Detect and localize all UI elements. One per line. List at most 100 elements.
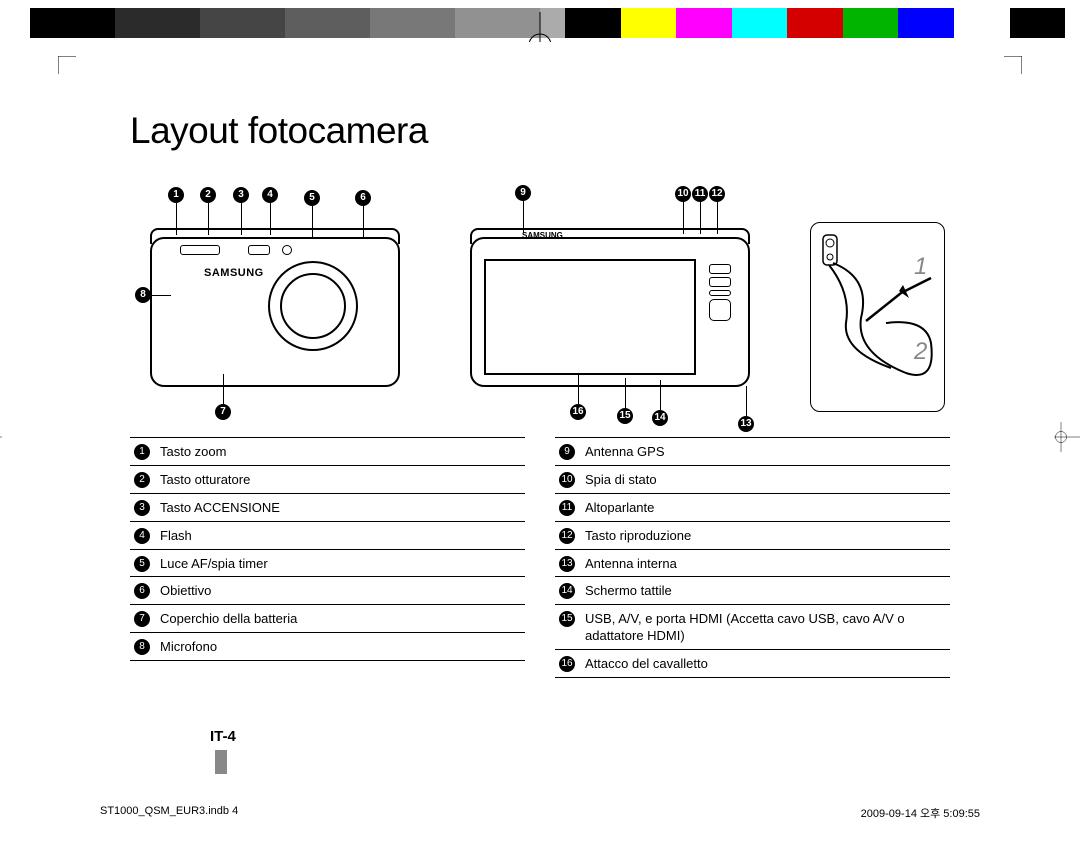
strap-cord-icon [811,223,946,411]
leader-line [176,203,177,235]
callout-number: 8 [134,639,150,655]
table-row: 1 Tasto zoom [130,437,525,466]
page-content: Layout fotocamera SAMSUNG 12345678 SAMSU… [130,110,950,678]
callout-number: 13 [559,556,575,572]
callout-label: Attacco del cavalletto [585,654,708,673]
callout-number: 16 [559,656,575,672]
callout-label: Antenna GPS [585,442,665,461]
callout-number: 1 [168,187,184,203]
diagrams-row: SAMSUNG 12345678 SAMSUNG [130,182,950,412]
callout-number: 3 [233,187,249,203]
leader-line [270,203,271,235]
page-accent-bar [215,750,227,774]
camera-front-diagram: SAMSUNG 12345678 [130,182,420,412]
table-row: 2 Tasto otturatore [130,466,525,494]
table-row: 8 Microfono [130,633,525,661]
table-row: 13 Antenna interna [555,550,950,578]
callout-label: Tasto zoom [160,442,226,461]
callout-number: 2 [200,187,216,203]
registration-mark-left [0,422,2,452]
leader-line [660,380,661,410]
table-row: 9 Antenna GPS [555,437,950,466]
leader-line [683,202,684,234]
callout-label: Antenna interna [585,554,677,573]
callout-number: 4 [134,528,150,544]
callout-number: 14 [559,583,575,599]
callout-label: Tasto ACCENSIONE [160,498,280,517]
callout-number: 4 [262,187,278,203]
leader-line [241,203,242,235]
callout-number: 7 [134,611,150,627]
callout-number: 3 [134,500,150,516]
leader-line [717,202,718,234]
print-footer: ST1000_QSM_EUR3.indb 4 2009-09-14 오후 5:0… [100,805,980,821]
callout-number: 6 [134,583,150,599]
callout-number: 6 [355,190,371,206]
callout-label: Obiettivo [160,581,211,600]
callout-label: Schermo tattile [585,581,672,600]
table-row: 6 Obiettivo [130,577,525,605]
control-column [700,261,740,371]
callout-number: 15 [559,611,575,627]
table-row: 3 Tasto ACCENSIONE [130,494,525,522]
brand-text: SAMSUNG [204,267,264,279]
strap-detail-diagram: 12 [810,222,945,412]
table-row: 7 Coperchio della batteria [130,605,525,633]
callout-number: 13 [738,416,754,432]
callout-label: Microfono [160,637,217,656]
registration-mark-top [525,12,555,42]
footer-timestamp: 2009-09-14 오후 5:09:55 [861,805,980,821]
callout-number: 8 [135,287,151,303]
callout-number: 7 [215,404,231,420]
callout-number: 15 [617,408,633,424]
callout-number: 10 [675,186,691,202]
leader-line [208,203,209,235]
leader-line [312,206,313,238]
leader-line [223,374,224,404]
left-legend-table: 1 Tasto zoom 2 Tasto otturatore 3 Tasto ACCEN… [130,437,525,678]
right-legend-table: 9 Antenna GPS 10 Spia di stato 11 Altoparlant… [555,437,950,678]
table-row: 16 Attacco del cavalletto [555,650,950,678]
table-row: 11 Altoparlante [555,494,950,522]
callout-number: 14 [652,410,668,426]
printer-colorbar-right [565,8,1065,38]
leader-line [151,295,171,296]
footer-filename: ST1000_QSM_EUR3.indb 4 [100,805,238,821]
table-row: 15 USB, A/V, e porta HDMI (Accetta cavo U… [555,605,950,650]
callout-label: USB, A/V, e porta HDMI (Accetta cavo USB… [585,609,950,645]
registration-mark-right [1054,422,1080,452]
leader-line [625,378,626,408]
callout-number: 5 [304,190,320,206]
table-row: 12 Tasto riproduzione [555,522,950,550]
callout-number: 9 [515,185,531,201]
corner-mark [1004,56,1022,74]
page-number: IT-4 [210,728,236,745]
callout-number: 10 [559,472,575,488]
callout-label: Tasto otturatore [160,470,250,489]
strap-step-number: 1 [914,253,927,281]
callout-label: Luce AF/spia timer [160,554,268,573]
callout-label: Spia di stato [585,470,657,489]
callout-number: 11 [559,500,575,516]
table-row: 5 Luce AF/spia timer [130,550,525,578]
leader-line [746,386,747,416]
callout-label: Tasto riproduzione [585,526,691,545]
camera-back-diagram: SAMSUNG 910111213141516 [460,182,770,412]
callout-number: 11 [692,186,708,202]
callout-number: 1 [134,444,150,460]
callout-number: 2 [134,472,150,488]
leader-line [700,202,701,234]
table-row: 14 Schermo tattile [555,577,950,605]
callout-label: Coperchio della batteria [160,609,297,628]
legend-tables: 1 Tasto zoom 2 Tasto otturatore 3 Tasto ACCEN… [130,437,950,678]
touch-screen [484,259,696,375]
page-title: Layout fotocamera [130,110,950,152]
callout-label: Altoparlante [585,498,654,517]
callout-number: 5 [134,556,150,572]
corner-mark [58,56,76,74]
callout-number: 12 [709,186,725,202]
lens-icon [268,261,358,351]
callout-number: 9 [559,444,575,460]
callout-number: 12 [559,528,575,544]
leader-line [363,206,364,238]
